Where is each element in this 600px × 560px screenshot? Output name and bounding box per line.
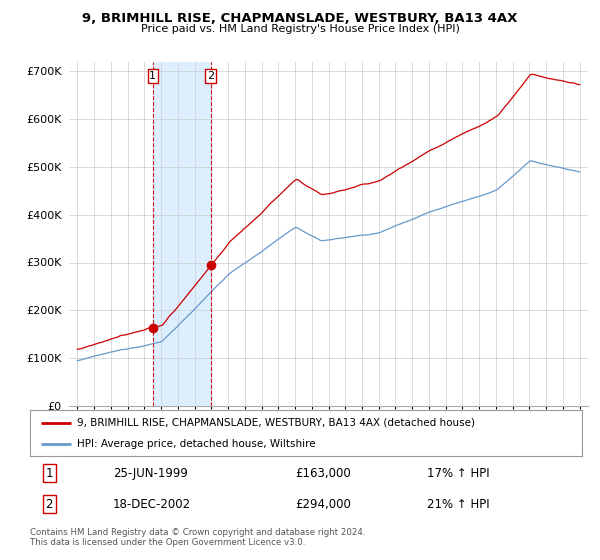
Text: £294,000: £294,000 bbox=[295, 498, 351, 511]
Text: 1: 1 bbox=[149, 71, 156, 81]
Text: 25-JUN-1999: 25-JUN-1999 bbox=[113, 467, 188, 480]
Text: 21% ↑ HPI: 21% ↑ HPI bbox=[427, 498, 490, 511]
Text: Price paid vs. HM Land Registry's House Price Index (HPI): Price paid vs. HM Land Registry's House … bbox=[140, 24, 460, 34]
Text: 2: 2 bbox=[46, 498, 53, 511]
Bar bbox=[153, 62, 211, 406]
Text: Contains HM Land Registry data © Crown copyright and database right 2024.
This d: Contains HM Land Registry data © Crown c… bbox=[30, 528, 365, 547]
Text: HPI: Average price, detached house, Wiltshire: HPI: Average price, detached house, Wilt… bbox=[77, 439, 316, 449]
Text: 9, BRIMHILL RISE, CHAPMANSLADE, WESTBURY, BA13 4AX: 9, BRIMHILL RISE, CHAPMANSLADE, WESTBURY… bbox=[82, 12, 518, 25]
Text: 9, BRIMHILL RISE, CHAPMANSLADE, WESTBURY, BA13 4AX (detached house): 9, BRIMHILL RISE, CHAPMANSLADE, WESTBURY… bbox=[77, 418, 475, 428]
Text: 17% ↑ HPI: 17% ↑ HPI bbox=[427, 467, 490, 480]
Text: 2: 2 bbox=[207, 71, 214, 81]
Text: 1: 1 bbox=[46, 467, 53, 480]
Text: 18-DEC-2002: 18-DEC-2002 bbox=[113, 498, 191, 511]
Text: £163,000: £163,000 bbox=[295, 467, 351, 480]
